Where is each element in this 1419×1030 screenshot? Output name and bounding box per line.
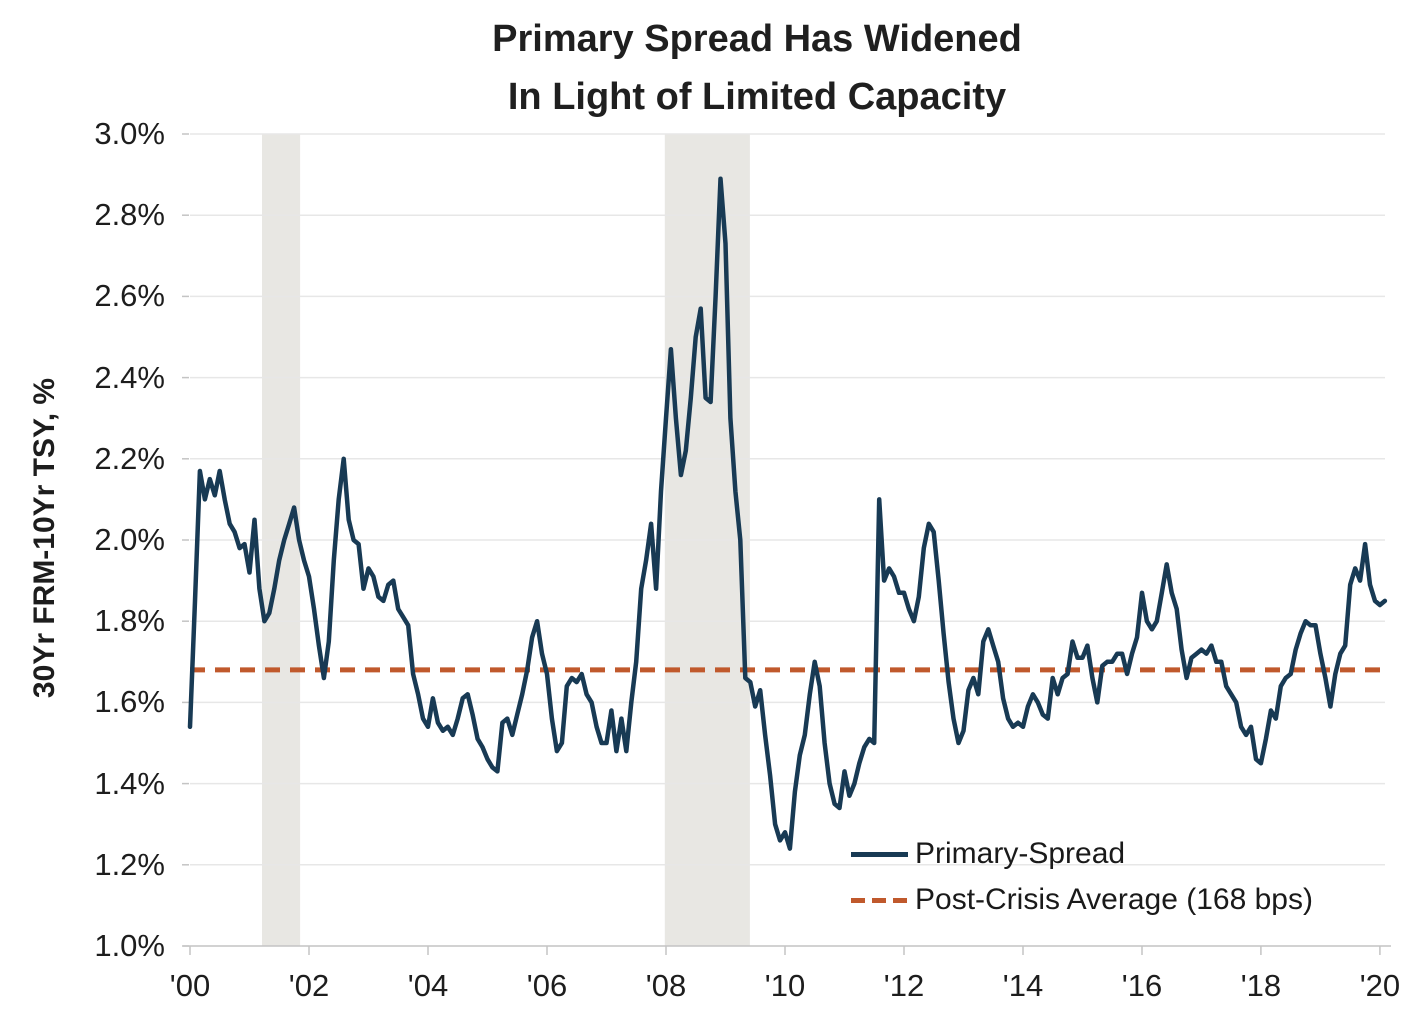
y-tick-label: 1.2% bbox=[94, 846, 165, 882]
y-tick-label: 2.0% bbox=[94, 522, 165, 557]
chart-title: Primary Spread Has Widened In Light of L… bbox=[95, 10, 1419, 126]
x-tick-label: '00 bbox=[169, 968, 211, 1003]
x-tick-label: '12 bbox=[883, 968, 925, 1003]
y-tick-label: 3.0% bbox=[94, 116, 165, 151]
chart-legend: Primary-Spread Post-Crisis Average (168 … bbox=[851, 831, 1313, 923]
x-tick-label: '10 bbox=[764, 968, 806, 1003]
chart-title-line2: In Light of Limited Capacity bbox=[507, 76, 1007, 118]
legend-label-primary-spread: Primary-Spread bbox=[915, 837, 1126, 870]
legend-label-post-crisis-average: Post-Crisis Average (168 bps) bbox=[915, 883, 1313, 916]
y-tick-label: 2.2% bbox=[94, 440, 165, 476]
x-tick-label: '20 bbox=[1359, 968, 1401, 1003]
x-tick-label: '16 bbox=[1121, 968, 1163, 1003]
x-tick-label: '06 bbox=[526, 968, 568, 1003]
y-tick-label: 2.8% bbox=[94, 197, 165, 233]
x-tick-label: '02 bbox=[288, 968, 330, 1003]
x-tick-label: '08 bbox=[645, 968, 687, 1003]
dashed-line-swatch bbox=[851, 897, 908, 903]
primary-spread-line bbox=[187, 176, 1388, 851]
y-tick-label: 2.4% bbox=[94, 359, 165, 395]
legend-item-primary-spread: Primary-Spread bbox=[851, 831, 1313, 877]
x-tick-label: '04 bbox=[407, 968, 449, 1003]
y-tick-label: 1.0% bbox=[94, 928, 165, 963]
legend-item-post-crisis-average: Post-Crisis Average (168 bps) bbox=[851, 877, 1313, 923]
y-tick-label: 1.4% bbox=[94, 765, 165, 801]
x-tick-label: '18 bbox=[1240, 968, 1282, 1003]
chart-title-line1: Primary Spread Has Widened bbox=[492, 18, 1022, 60]
solid-line-swatch bbox=[851, 851, 908, 857]
y-tick-label: 1.6% bbox=[94, 684, 165, 720]
x-tick-label: '14 bbox=[1002, 968, 1044, 1003]
y-tick-label: 1.8% bbox=[94, 603, 165, 639]
y-tick-label: 2.6% bbox=[94, 278, 165, 314]
